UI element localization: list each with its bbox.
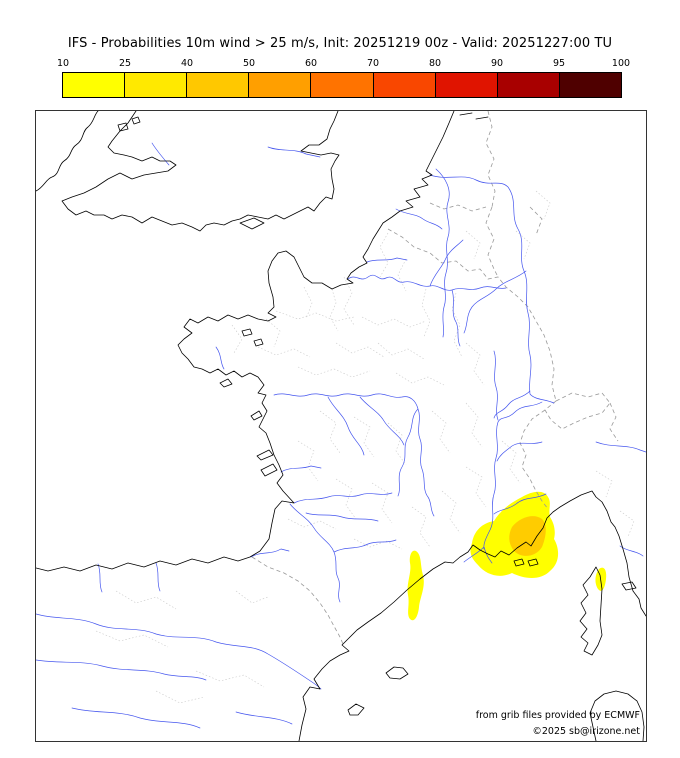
colorbar-tick-label: 10 — [56, 58, 70, 69]
border-germany-inner — [529, 206, 543, 236]
colorbar-tick-label: 25 — [118, 58, 132, 69]
colorbar-tick-label: 100 — [611, 58, 631, 69]
colorbar-segment — [497, 73, 560, 97]
coast-continent-atlantic — [36, 111, 455, 572]
colorbar-segment — [63, 73, 126, 97]
border-italy-switzerland — [609, 402, 619, 442]
coast-mediterranean — [298, 490, 646, 741]
border-netherlands-belgium — [429, 202, 487, 212]
colorbar-segment — [249, 73, 312, 97]
rivers — [36, 142, 646, 729]
colorbar-tick-label: 95 — [552, 58, 566, 69]
coast-islands — [117, 112, 637, 716]
colorbar-segment — [187, 73, 250, 97]
border-netherlands-germany — [485, 111, 496, 208]
colorbar-tick-label: 70 — [366, 58, 380, 69]
attribution-ecmwf: from grib files provided by ECMWF — [475, 710, 640, 721]
colorbar-segment — [311, 73, 374, 97]
colorbar-tick-label: 60 — [304, 58, 318, 69]
border-france-italy — [519, 409, 549, 510]
coast-england-wales — [61, 111, 340, 232]
border-belgium-germany — [485, 206, 499, 278]
map-svg — [36, 111, 646, 741]
attribution-copyright: ©2025 sb@irizone.net — [532, 726, 640, 737]
border-switzerland — [544, 392, 611, 430]
colorbar-ticks: 10 25 40 50 60 70 80 90 95 100 — [57, 58, 630, 70]
rivers-seine-loire — [215, 239, 507, 517]
probability-areas — [407, 491, 607, 621]
admin-borders — [95, 190, 635, 704]
country-borders — [251, 111, 619, 645]
probability-colorbar: 10 25 40 50 60 70 80 90 95 100 — [57, 58, 630, 98]
coast-corsica — [579, 566, 603, 656]
rivers-southeast — [463, 350, 646, 564]
map-title: IFS - Probabilities 10m wind > 25 m/s, I… — [67, 36, 613, 51]
border-france-belgium-germany — [387, 228, 557, 402]
colorbar-segment — [373, 73, 436, 97]
rivers-southwest — [36, 465, 397, 729]
colorbar-tick-label: 40 — [180, 58, 194, 69]
coast-ireland — [36, 111, 99, 192]
rivers-north — [151, 142, 555, 404]
border-france-spain — [251, 556, 344, 645]
prob-area-languedoc-streak — [407, 550, 424, 621]
colorbar-tick-label: 80 — [428, 58, 442, 69]
map-area: from grib files provided by ECMWF ©2025 … — [35, 110, 647, 742]
coastlines — [36, 111, 646, 741]
colorbar-tick-label: 50 — [242, 58, 256, 69]
colorbar-segment — [125, 73, 188, 97]
prob-core-gulf-of-lion — [509, 516, 546, 556]
coast-sardinia — [589, 690, 645, 741]
colorbar-tick-label: 90 — [490, 58, 504, 69]
colorbar-cells — [63, 73, 621, 97]
colorbar-segment — [435, 73, 498, 97]
colorbar-segment — [559, 73, 621, 97]
